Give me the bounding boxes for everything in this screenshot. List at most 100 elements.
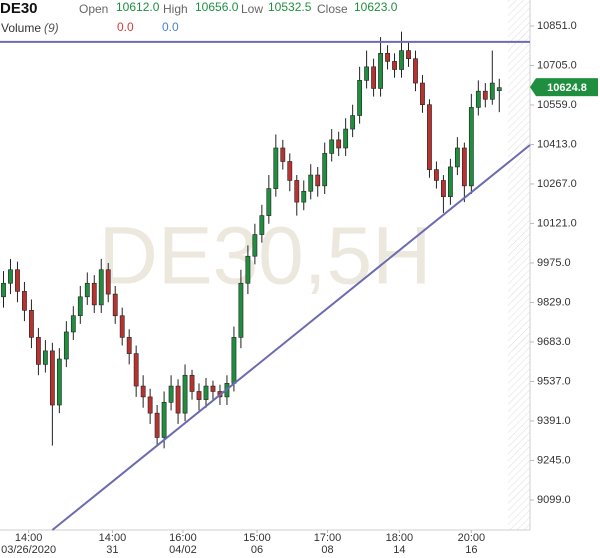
- candle-body: [63, 331, 69, 360]
- candle-body: [350, 115, 356, 130]
- low-value: 10532.5: [268, 0, 312, 14]
- y-tick-label: 9391.0: [537, 415, 571, 427]
- x-tick-date: 16: [465, 544, 477, 556]
- close-label: Close: [317, 2, 348, 16]
- candle-body: [29, 310, 34, 338]
- candle-body: [461, 147, 467, 187]
- volume-label: Volume: [1, 21, 41, 35]
- x-tick-label: 17:00: [314, 532, 342, 544]
- candle-body: [231, 337, 237, 384]
- candle-body: [49, 350, 55, 406]
- candle-body: [189, 374, 195, 392]
- trendline: [51, 144, 531, 531]
- volume-value-a: 0.0: [117, 20, 134, 34]
- candle-body: [168, 385, 174, 403]
- candle-body: [203, 385, 209, 400]
- x-tick-label: 15:00: [243, 532, 271, 544]
- y-tick-label: 10851.0: [537, 20, 577, 32]
- candle-body: [343, 128, 349, 149]
- y-tick-label: 10121.0: [537, 217, 577, 229]
- candle-body: [308, 174, 314, 192]
- candle-body: [496, 87, 502, 91]
- x-tick-date: 08: [321, 544, 333, 556]
- x-tick-date: 04/02: [169, 544, 197, 556]
- candle-body: [287, 161, 293, 181]
- candle-body: [56, 358, 62, 406]
- candle-body: [413, 58, 418, 84]
- candle-body: [161, 402, 167, 438]
- candle-body: [36, 337, 41, 365]
- volume-value-b: 0.0: [162, 20, 179, 34]
- candle-body: [70, 315, 76, 333]
- candle-body: [322, 153, 328, 187]
- candle-body: [98, 269, 104, 306]
- candle-body: [210, 385, 216, 392]
- x-tick-label: 20:00: [458, 532, 486, 544]
- y-tick-label: 9975.0: [537, 257, 571, 269]
- symbol: DE30: [0, 0, 38, 17]
- candle-body: [84, 282, 90, 298]
- candle-body: [420, 82, 425, 106]
- candle-body: [371, 66, 376, 89]
- x-tick-date: 31: [106, 544, 118, 556]
- candle-body: [140, 385, 146, 398]
- volume-param: (9): [44, 21, 59, 35]
- candle-body: [119, 315, 125, 338]
- plot-area: [0, 31, 531, 531]
- y-tick-label: 10705.0: [537, 59, 577, 71]
- high-value: 10656.0: [195, 0, 239, 14]
- candle-body: [238, 282, 244, 338]
- x-tick-date: 03/26/2020: [1, 544, 56, 556]
- candle-body: [482, 90, 488, 100]
- y-tick-label: 9537.0: [537, 375, 571, 387]
- candle-body: [147, 396, 153, 414]
- candle-body: [280, 147, 286, 162]
- candle-body: [336, 139, 342, 149]
- candle-body: [475, 90, 481, 108]
- candle-body: [182, 374, 188, 414]
- candle-body: [77, 296, 83, 317]
- candle-body: [315, 174, 321, 187]
- candle-body: [126, 337, 132, 354]
- y-tick-label: 9829.0: [537, 296, 571, 308]
- y-tick-label: 9683.0: [537, 336, 571, 348]
- watermark: DE30,5H: [99, 211, 432, 302]
- candle-body: [406, 50, 411, 60]
- candle-body: [448, 166, 453, 197]
- last-price-label: 10624.8: [547, 82, 587, 94]
- candle-body: [489, 82, 495, 100]
- candle-body: [266, 188, 272, 216]
- candle-body: [441, 180, 446, 197]
- candle-body: [329, 139, 335, 154]
- high-label: High: [163, 2, 188, 16]
- x-tick-label: 18:00: [386, 532, 414, 544]
- y-tick-label: 10267.0: [537, 178, 577, 190]
- candle-body: [105, 269, 111, 295]
- x-tick-date: 06: [251, 544, 263, 556]
- y-tick-label: 10413.0: [537, 138, 577, 150]
- candle-body: [434, 169, 439, 181]
- candle-body: [259, 215, 265, 235]
- candle-body: [154, 412, 160, 438]
- candle-body: [112, 293, 118, 317]
- close-value: 10623.0: [354, 0, 398, 14]
- candle-body: [1, 282, 6, 298]
- y-tick-label: 9245.0: [537, 454, 571, 466]
- candle-body: [454, 147, 460, 168]
- low-label: Low: [241, 2, 263, 16]
- candle-body: [8, 269, 13, 284]
- candle-body: [175, 385, 181, 414]
- future-area: [508, 0, 530, 530]
- candle-body: [91, 282, 97, 306]
- y-tick-label: 10559.0: [537, 99, 577, 111]
- candle-body: [133, 353, 139, 387]
- candle-body: [245, 255, 251, 284]
- candle-body: [273, 147, 279, 189]
- candle-body: [468, 107, 474, 187]
- candle-body: [357, 80, 363, 116]
- x-tick-label: 14:00: [15, 532, 43, 544]
- candle-body: [399, 50, 404, 70]
- candle-body: [385, 52, 390, 62]
- last-price-pointer: [530, 78, 536, 97]
